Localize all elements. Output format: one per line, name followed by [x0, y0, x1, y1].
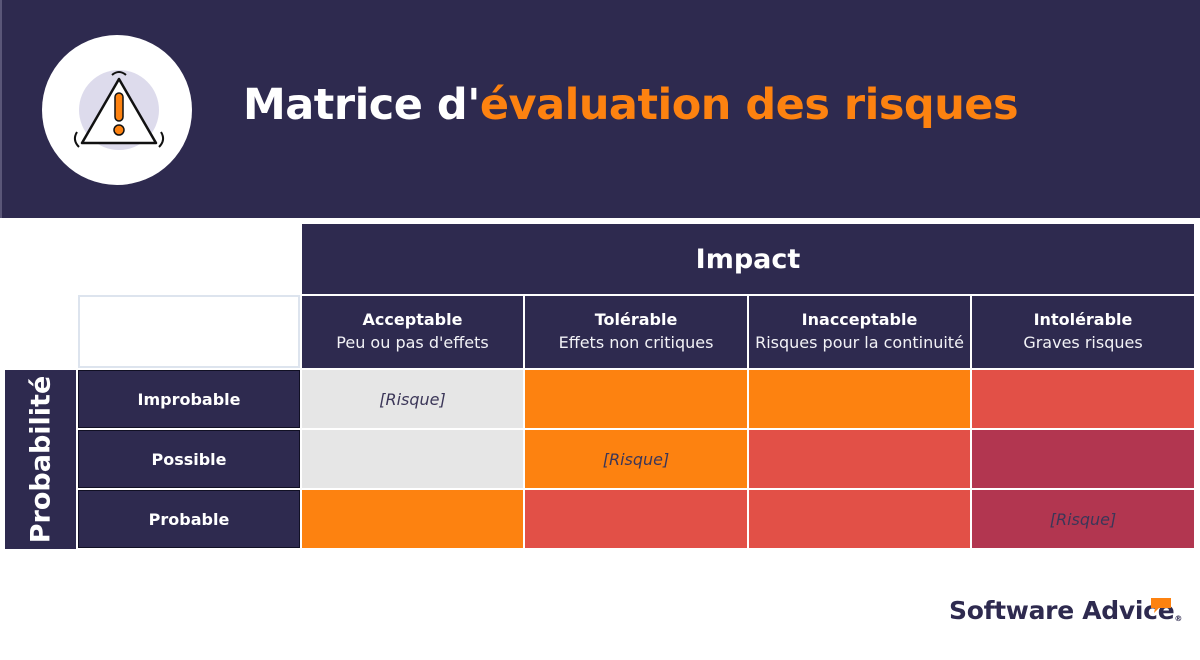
matrix-cell: [972, 370, 1194, 428]
registered-mark: ®: [1174, 614, 1183, 623]
title-part-accent: évaluation des risques: [479, 80, 1019, 130]
column-subtitle: Effets non critiques: [558, 333, 714, 352]
row-label-probable: Probable: [78, 490, 300, 548]
row-label-possible: Possible: [78, 430, 300, 488]
impact-label: Impact: [695, 243, 801, 275]
title-part-white: Matrice d': [243, 80, 480, 130]
impact-header: Impact: [302, 224, 1194, 294]
row-label-improbable: Improbable: [78, 370, 300, 428]
column-header-tolerable: Tolérable Effets non critiques: [525, 296, 747, 368]
matrix-cell: [749, 370, 970, 428]
matrix-cell: [749, 490, 970, 548]
matrix-cell: [525, 490, 747, 548]
probability-label: Probabilité: [25, 375, 57, 544]
column-title: Acceptable: [362, 310, 463, 329]
column-title: Inacceptable: [801, 310, 918, 329]
matrix-cell: [302, 490, 523, 548]
logo-text: Software Advice: [949, 596, 1175, 625]
column-subtitle: Risques pour la continuité: [755, 333, 964, 352]
column-header-intolerable: Intolérable Graves risques: [972, 296, 1194, 368]
matrix-cell: [Risque]: [302, 370, 523, 428]
column-header-inacceptable: Inacceptable Risques pour la continuité: [749, 296, 970, 368]
matrix-cell: [302, 430, 523, 488]
column-header-acceptable: Acceptable Peu ou pas d'effets: [302, 296, 523, 368]
probability-axis-label: Probabilité: [5, 370, 76, 549]
column-title: Tolérable: [594, 310, 678, 329]
header-banner: Matrice d'évaluation des risques: [0, 0, 1200, 218]
warning-icon-badge: [42, 35, 192, 185]
matrix-cell: [525, 370, 747, 428]
blank-corner-cell: [78, 295, 300, 368]
matrix-cell: [749, 430, 970, 488]
matrix-cell: [972, 430, 1194, 488]
warning-triangle-icon: [73, 70, 165, 150]
page-title: Matrice d'évaluation des risques: [243, 80, 1019, 130]
speech-bubble-icon: [1151, 598, 1171, 613]
software-advice-logo: Software Advice®: [949, 596, 1182, 625]
column-subtitle: Peu ou pas d'effets: [336, 333, 489, 352]
column-title: Intolérable: [1033, 310, 1133, 329]
matrix-cell: [Risque]: [972, 490, 1194, 548]
column-subtitle: Graves risques: [1023, 333, 1143, 352]
matrix-cell: [Risque]: [525, 430, 747, 488]
